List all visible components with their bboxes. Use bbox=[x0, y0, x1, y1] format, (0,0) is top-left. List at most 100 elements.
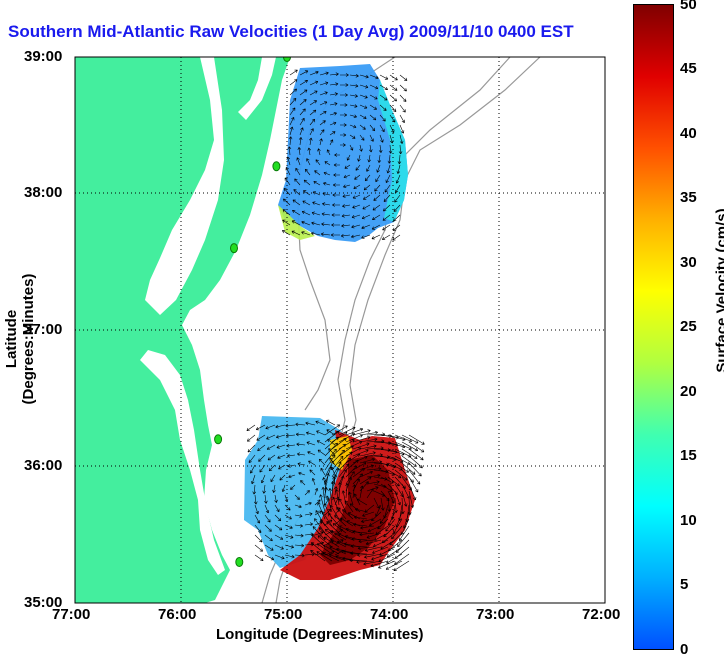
velocity-arrow bbox=[331, 213, 340, 217]
velocity-arrow bbox=[393, 560, 410, 571]
velocity-arrow bbox=[299, 99, 307, 106]
velocity-arrow bbox=[361, 214, 371, 220]
velocity-arrow bbox=[343, 184, 351, 188]
velocity-arrow bbox=[320, 519, 333, 534]
velocity-arrow bbox=[345, 440, 363, 450]
velocity-arrow bbox=[332, 193, 340, 197]
velocity-arrow bbox=[312, 201, 321, 206]
velocity-arrow bbox=[274, 534, 284, 540]
velocity-arrow bbox=[408, 490, 415, 508]
velocity-arrow bbox=[363, 184, 371, 191]
velocity-arrow bbox=[324, 436, 339, 450]
velocity-arrow bbox=[345, 427, 364, 436]
velocity-arrow bbox=[369, 124, 376, 132]
velocity-arrow bbox=[349, 104, 358, 108]
velocity-arrow bbox=[248, 454, 256, 463]
velocity-arrow bbox=[292, 199, 301, 206]
velocity-arrow bbox=[264, 544, 274, 551]
velocity-arrow bbox=[299, 89, 308, 96]
velocity-arrow bbox=[282, 219, 291, 226]
velocity-arrow bbox=[389, 74, 398, 81]
velocity-arrow bbox=[361, 224, 371, 230]
velocity-arrow bbox=[398, 144, 403, 155]
velocity-arrow bbox=[319, 494, 326, 513]
velocity-arrow bbox=[366, 467, 382, 471]
velocity-arrow bbox=[299, 70, 309, 76]
velocity-arrow bbox=[301, 220, 311, 226]
velocity-arrow bbox=[257, 444, 266, 452]
velocity-arrow bbox=[346, 154, 351, 161]
velocity-arrow bbox=[288, 474, 296, 479]
velocity-arrow bbox=[401, 434, 419, 444]
velocity-arrow bbox=[378, 144, 383, 153]
velocity-arrow bbox=[332, 523, 347, 534]
velocity-arrow bbox=[392, 224, 401, 231]
velocity-arrow bbox=[359, 84, 369, 89]
velocity-arrow bbox=[310, 231, 321, 236]
velocity-arrow bbox=[356, 498, 368, 506]
velocity-arrow bbox=[369, 134, 374, 142]
velocity-arrow bbox=[359, 485, 364, 499]
colorbar-tick-label: 5 bbox=[680, 576, 689, 593]
velocity-arrow bbox=[344, 500, 354, 513]
velocity-arrow bbox=[383, 194, 391, 202]
velocity-arrow bbox=[334, 515, 347, 527]
velocity-arrow bbox=[329, 102, 338, 106]
velocity-arrow bbox=[379, 511, 389, 524]
colorbar-tick-label: 40 bbox=[680, 125, 697, 142]
radar-stations bbox=[214, 57, 291, 568]
velocity-arrow bbox=[294, 178, 301, 186]
velocity-arrow bbox=[298, 471, 306, 476]
velocity-arrow bbox=[331, 449, 345, 464]
velocity-arrow bbox=[260, 474, 266, 484]
velocity-arrow bbox=[338, 445, 354, 457]
velocity-arrow bbox=[299, 127, 304, 136]
velocity-arrow bbox=[330, 538, 347, 548]
velocity-arrow bbox=[340, 123, 347, 127]
y-tick-label: 36:00 bbox=[24, 457, 63, 474]
velocity-arrow bbox=[329, 72, 339, 76]
velocity-arrow bbox=[325, 419, 336, 426]
velocity-arrow bbox=[381, 234, 391, 240]
velocity-arrow bbox=[345, 459, 359, 471]
radar-station-marker bbox=[283, 57, 291, 62]
velocity-arrow bbox=[340, 133, 347, 137]
velocity-arrow bbox=[276, 444, 286, 449]
velocity-arrow bbox=[274, 494, 278, 503]
velocity-arrow bbox=[314, 170, 321, 176]
velocity-arrow bbox=[298, 137, 303, 146]
velocity-arrow bbox=[331, 455, 344, 471]
velocity-arrow bbox=[322, 552, 340, 562]
velocity-arrow bbox=[282, 209, 291, 216]
velocity-arrow bbox=[258, 454, 266, 462]
velocity-arrow bbox=[288, 136, 293, 146]
velocity-arrow bbox=[387, 154, 392, 164]
velocity-arrow bbox=[319, 138, 323, 146]
velocity-arrow bbox=[393, 214, 401, 222]
velocity-arrow bbox=[342, 204, 351, 208]
x-tick-label: 74:00 bbox=[370, 606, 409, 623]
velocity-arrow bbox=[338, 451, 353, 464]
velocity-arrow bbox=[324, 454, 336, 471]
velocity-arrow bbox=[388, 144, 393, 154]
velocity-arrow bbox=[359, 451, 376, 457]
velocity-arrow bbox=[319, 111, 327, 116]
velocity-arrow bbox=[352, 204, 361, 209]
colorbar-tick-label: 25 bbox=[680, 318, 697, 335]
velocity-arrow bbox=[291, 220, 301, 226]
velocity-arrow bbox=[295, 167, 301, 176]
velocity-arrow bbox=[275, 424, 286, 429]
velocity-arrow bbox=[302, 200, 311, 206]
velocity-arrow bbox=[294, 514, 303, 518]
velocity-arrow bbox=[317, 449, 326, 456]
velocity-arrow bbox=[352, 468, 365, 478]
velocity-arrow bbox=[347, 512, 361, 520]
y-axis-label: Latitude (Degrees:Minutes) bbox=[3, 273, 37, 405]
velocity-arrow bbox=[398, 525, 410, 541]
velocity-arrow bbox=[315, 159, 321, 166]
velocity-arrow bbox=[333, 163, 340, 167]
velocity-arrow bbox=[287, 453, 296, 458]
velocity-arrow bbox=[354, 515, 368, 520]
velocity-arrow bbox=[395, 539, 410, 553]
velocity-arrow bbox=[360, 525, 375, 530]
